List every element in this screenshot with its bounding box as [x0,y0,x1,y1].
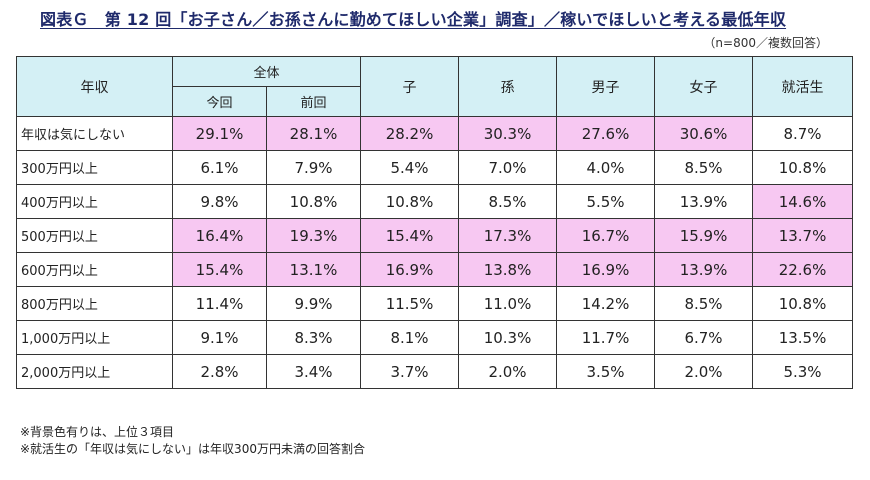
table-row: 600万円以上 15.4% 13.1% 16.9% 13.8% 16.9% 13.9% 22.… [16,252,854,287]
table-cell: 13.1% [265,252,362,287]
table-cell: 30.3% [458,116,558,151]
table-cell: 17.3% [458,218,558,253]
table-cell: 2.8% [172,354,267,389]
table-body: 年収は気にしない 29.1% 28.1% 28.2% 30.3% 27.6% 30.6% 8.… [16,116,854,389]
table-row: 1,000万円以上 9.1% 8.3% 8.1% 10.3% 11.7% 6.7% 13.5% [16,320,854,355]
table-row: 500万円以上 16.4% 19.3% 15.4% 17.3% 16.7% 15.9% 13.… [16,218,854,253]
table-cell: 5.5% [556,184,656,219]
table-cell: 13.8% [458,252,558,287]
table-cell: 27.6% [556,116,656,151]
header-group-all: 全体 [171,56,362,87]
salary-table: 年収 全体 子 孫 男子 女子 就活生 今回 前回 年収は気にしない 29.1% 2… [16,56,854,389]
table-cell: 9.8% [172,184,267,219]
header-grandchild: 孫 [458,56,558,117]
table-cell: 2.0% [654,354,754,389]
table-cell: 9.1% [172,320,267,355]
table-cell: 8.7% [752,116,854,151]
row-label: 600万円以上 [16,252,173,287]
table-row: 800万円以上 11.4% 9.9% 11.5% 11.0% 14.2% 8.5% 10.8% [16,286,854,321]
footnote-jobseeker: ※就活生の「年収は気にしない」は年収300万円未満の回答割合 [20,442,365,456]
table-cell: 6.1% [172,150,267,185]
table-row: 400万円以上 9.8% 10.8% 10.8% 8.5% 5.5% 13.9% 14.6% [16,184,854,219]
table-cell: 5.4% [360,150,460,185]
table-cell: 15.4% [360,218,460,253]
header-jobseeker: 就活生 [752,56,854,117]
header-previous: 前回 [265,86,362,117]
row-label: 1,000万円以上 [16,320,173,355]
footnote-highlight: ※背景色有りは、上位３項目 [20,425,175,439]
table-cell: 10.8% [360,184,460,219]
table-cell: 3.4% [265,354,362,389]
table-row: 300万円以上 6.1% 7.9% 5.4% 7.0% 4.0% 8.5% 10.8% [16,150,854,185]
header-income: 年収 [16,56,173,117]
table-cell: 30.6% [654,116,754,151]
table-cell: 8.5% [654,150,754,185]
table-cell: 3.7% [360,354,460,389]
row-label: 年収は気にしない [16,116,173,151]
table-cell: 7.9% [265,150,362,185]
table-cell: 8.5% [654,286,754,321]
table-cell: 10.3% [458,320,558,355]
table-cell: 14.6% [752,184,854,219]
header-child: 子 [360,56,460,117]
row-label: 500万円以上 [16,218,173,253]
row-label: 400万円以上 [16,184,173,219]
table-row: 2,000万円以上 2.8% 3.4% 3.7% 2.0% 3.5% 2.0% 5.3% [16,354,854,389]
table-cell: 3.5% [556,354,656,389]
table-cell: 7.0% [458,150,558,185]
table-row: 年収は気にしない 29.1% 28.1% 28.2% 30.3% 27.6% 30.6% 8.… [16,116,854,151]
table-cell: 14.2% [556,286,656,321]
table-cell: 13.9% [654,252,754,287]
sample-note: （n=800／複数回答） [703,36,828,50]
table-cell: 10.8% [265,184,362,219]
table-cell: 28.2% [360,116,460,151]
table-cell: 11.4% [172,286,267,321]
table-cell: 10.8% [752,150,854,185]
table-cell: 28.1% [265,116,362,151]
table-cell: 19.3% [265,218,362,253]
table-cell: 29.1% [172,116,267,151]
table-cell: 2.0% [458,354,558,389]
table-cell: 16.9% [360,252,460,287]
table-cell: 15.9% [654,218,754,253]
table-cell: 8.5% [458,184,558,219]
chart-title: 図表Ｇ 第 12 回「お子さん／お孫さんに勤めてほしい企業」調査」／稼いでほしい… [40,10,787,29]
table-cell: 16.4% [172,218,267,253]
table-cell: 11.7% [556,320,656,355]
table-cell: 5.3% [752,354,854,389]
table-cell: 8.1% [360,320,460,355]
table-cell: 9.9% [265,286,362,321]
table-cell: 10.8% [752,286,854,321]
table-cell: 13.9% [654,184,754,219]
header-male: 男子 [556,56,656,117]
table-cell: 11.5% [360,286,460,321]
table-cell: 4.0% [556,150,656,185]
table-cell: 16.9% [556,252,656,287]
row-label: 2,000万円以上 [16,354,173,389]
table-cell: 6.7% [654,320,754,355]
table-cell: 11.0% [458,286,558,321]
header-female: 女子 [654,56,754,117]
table-cell: 22.6% [752,252,854,287]
table-cell: 13.7% [752,218,854,253]
header-current: 今回 [172,86,267,117]
table-cell: 8.3% [265,320,362,355]
row-label: 800万円以上 [16,286,173,321]
row-label: 300万円以上 [16,150,173,185]
table-cell: 16.7% [556,218,656,253]
table-cell: 15.4% [172,252,267,287]
footnotes: ※背景色有りは、上位３項目 ※就活生の「年収は気にしない」は年収300万円未満の… [20,424,365,458]
table-cell: 13.5% [752,320,854,355]
